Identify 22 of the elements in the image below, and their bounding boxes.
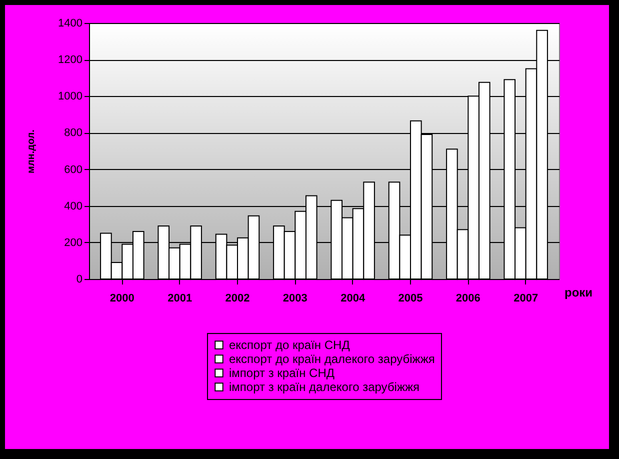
y-tick-label: 200	[64, 236, 82, 249]
x-tick-label: 2000	[110, 292, 134, 304]
legend-label: імпорт з країн СНД	[229, 366, 335, 380]
y-tick-label: 1400	[58, 18, 82, 30]
y-tick-label: 800	[64, 127, 82, 140]
legend-label: експорт до країн СНД	[229, 338, 350, 352]
y-tick-label: 1200	[58, 54, 82, 66]
y-tick-label: 0	[76, 274, 82, 286]
y-tick-label: 400	[64, 200, 82, 212]
x-tick-label: 2005	[398, 292, 423, 304]
y-tick-label: 600	[64, 164, 82, 176]
x-axis-title: роки	[564, 286, 593, 300]
y-tick-label: 1000	[58, 90, 82, 103]
y-axis-title: млн.дол.	[26, 129, 38, 174]
x-tick-label: 2003	[282, 292, 308, 304]
legend-label: експорт до країн далекого зарубіжжя	[229, 352, 435, 366]
x-tick-label: 2004	[340, 292, 366, 304]
x-tick-label: 2001	[168, 292, 192, 304]
x-tick-label: 2002	[225, 292, 250, 304]
legend-label: імпорт з країн далекого зарубіжжя	[229, 380, 420, 394]
x-tick-label: 2006	[456, 292, 480, 304]
x-tick-label: 2007	[514, 292, 538, 304]
